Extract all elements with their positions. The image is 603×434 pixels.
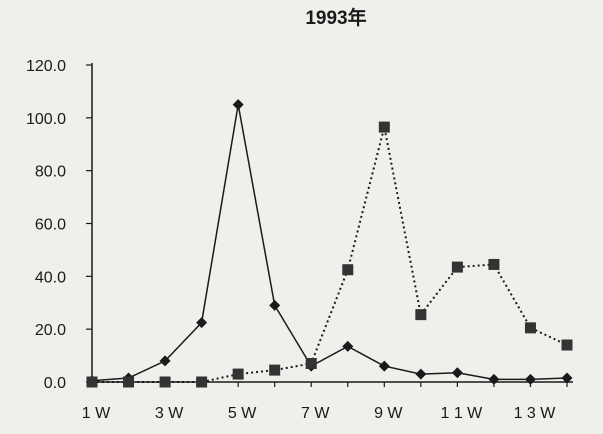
data-point-square (415, 309, 427, 321)
data-point-diamond (196, 317, 208, 329)
data-point-square (378, 121, 390, 133)
y-tick-label: 40.0 (35, 269, 66, 286)
data-point-square (488, 258, 500, 270)
series-lines (91, 104, 568, 383)
x-tick-labels: 1 W 3 W 5 W 7 W 9 W 1 1 W 1 3 W (82, 382, 568, 422)
data-point-square (232, 368, 244, 380)
data-point-square (159, 376, 171, 388)
x-tick-label: 3 W (155, 405, 184, 422)
data-point-diamond (232, 99, 244, 111)
data-point-diamond (415, 368, 427, 380)
data-point-diamond (524, 373, 536, 385)
data-point-diamond (451, 367, 463, 379)
data-point-square (196, 376, 208, 388)
series-markers (86, 99, 573, 388)
data-point-square (524, 322, 536, 334)
data-point-diamond (488, 373, 500, 385)
data-point-square (451, 261, 463, 273)
data-point-square (305, 358, 317, 370)
x-tick-label: 1 3 W (514, 405, 557, 422)
y-tick-label: 60.0 (35, 217, 66, 234)
chart-title: 1993年 (305, 6, 366, 29)
x-tick-label: 9 W (374, 405, 403, 422)
x-tick-label: 5 W (228, 405, 257, 422)
data-point-square (86, 376, 98, 388)
y-tick-label: 100.0 (26, 111, 66, 128)
y-tick-labels: 0.0 20.0 40.0 60.0 80.0 100.0 120.0 (26, 58, 92, 392)
data-point-diamond (269, 299, 281, 311)
data-point-square (123, 376, 135, 388)
data-point-diamond (342, 340, 354, 352)
data-point-square (342, 264, 354, 276)
data-point-diamond (159, 355, 171, 367)
x-tick-label: 1 1 W (440, 405, 483, 422)
y-tick-label: 80.0 (35, 164, 66, 181)
y-tick-label: 120.0 (26, 58, 66, 75)
data-point-diamond (378, 360, 390, 372)
series-line-2 (92, 126, 568, 383)
x-tick-label: 1 W (82, 405, 111, 422)
data-point-diamond (561, 372, 573, 384)
x-tick-label: 7 W (301, 405, 330, 422)
y-tick-label: 20.0 (35, 322, 66, 339)
data-point-square (269, 364, 281, 376)
data-point-square (561, 339, 573, 351)
series-line-1 (91, 104, 568, 382)
y-tick-label: 0.0 (44, 375, 66, 392)
